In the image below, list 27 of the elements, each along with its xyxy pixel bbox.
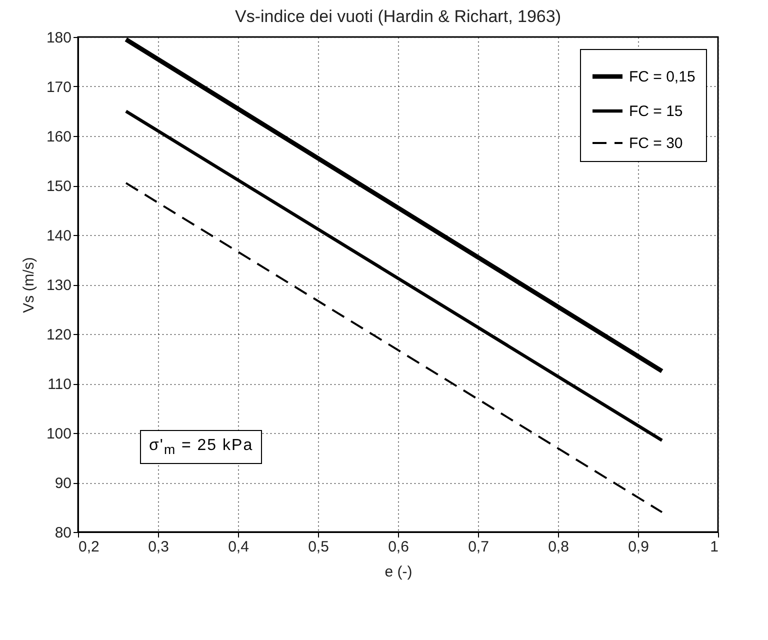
legend-label: FC = 0,15: [629, 68, 696, 86]
x-tick-label: 0,4: [228, 538, 249, 556]
x-tick-label: 0,9: [628, 538, 649, 556]
y-tick-label: 80: [54, 524, 72, 542]
y-tick-label: 110: [48, 376, 72, 393]
y-tick-label: 170: [46, 79, 72, 96]
x-tick-label: 1: [710, 538, 718, 556]
annotation: σ'$_{m}$ = 25 kPa: [140, 430, 262, 464]
x-tick-label: 0,2: [78, 538, 100, 556]
x-tick-label: 0,8: [548, 538, 569, 556]
y-tick-label: 160: [46, 128, 72, 146]
y-tick-label: 140: [46, 228, 72, 244]
x-tick-label: 0,5: [308, 538, 329, 556]
x-tick-label: 0,6: [388, 538, 409, 556]
y-tick-label: 90: [54, 475, 72, 492]
legend-label: FC = 15: [629, 103, 683, 120]
y-axis-title: Vs (m/s): [20, 257, 38, 313]
y-tick-label: 130: [46, 277, 72, 294]
y-tick-label: 180: [46, 30, 72, 46]
x-tick-label: 0,3: [148, 538, 169, 556]
x-axis-title: e (-): [384, 564, 412, 580]
y-tick-label: 150: [46, 178, 72, 195]
legend-label: FC = 30: [629, 135, 683, 152]
y-tick-label: 100: [46, 426, 72, 442]
x-tick-label: 0,7: [468, 538, 489, 556]
chart-title: Vs-indice dei vuoti (Hardin & Richart, 1963): [235, 7, 561, 26]
y-tick-label: 120: [46, 326, 72, 344]
